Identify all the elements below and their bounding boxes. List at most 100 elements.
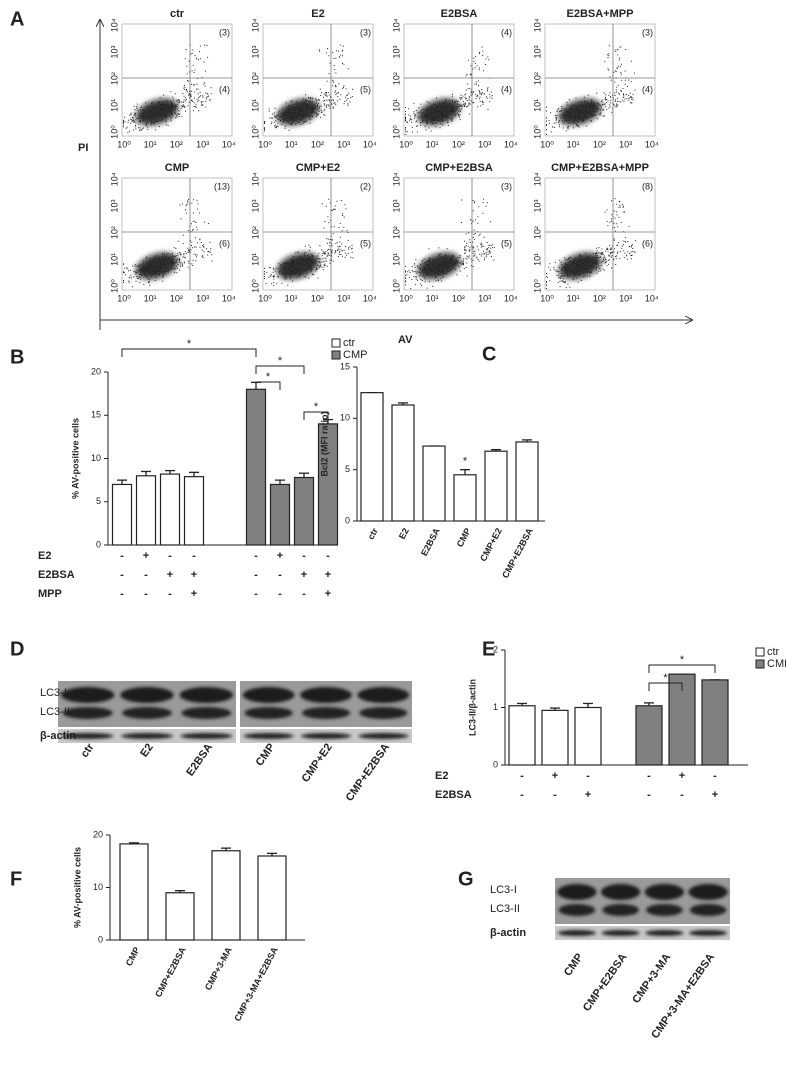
bar xyxy=(635,705,663,766)
band xyxy=(688,884,728,900)
y-tick-label: 10¹ xyxy=(109,99,119,112)
significance-bracket xyxy=(648,682,683,691)
legend-label: CMP xyxy=(767,658,786,670)
x-tick-label: 10¹ xyxy=(426,139,439,149)
x-tick-label: 10⁰ xyxy=(399,293,413,303)
y-tick-label: 15 xyxy=(340,361,350,371)
x-tick-label: 10² xyxy=(593,139,606,149)
treatment-mark: - xyxy=(680,789,684,801)
bar xyxy=(701,679,729,766)
y-tick-label: 10 xyxy=(93,882,103,892)
y-tick-label: 10³ xyxy=(532,199,542,212)
y-tick-label: 10¹ xyxy=(391,99,401,112)
panel-letter: A xyxy=(10,8,24,30)
band xyxy=(645,930,684,936)
band xyxy=(243,733,294,739)
treatment-mark: - xyxy=(254,569,258,581)
bar xyxy=(422,445,446,522)
x-tick-label: 10³ xyxy=(478,139,491,149)
treatment-mark: - xyxy=(302,550,306,562)
x-tick-label: E2BSA xyxy=(419,526,442,558)
x-tick-label: 10³ xyxy=(337,139,350,149)
band xyxy=(300,733,352,739)
y-axis-label: Bcl2 (MFI ratio) xyxy=(319,411,329,476)
quadrant-value: (3) xyxy=(642,27,653,37)
quadrant-value: (2) xyxy=(360,181,371,191)
x-tick-label: CMP+3-MA+E2BSA xyxy=(232,945,280,1023)
y-tick-label: 10² xyxy=(532,72,542,85)
y-tick-label: 10¹ xyxy=(391,253,401,266)
bar xyxy=(574,706,602,766)
band xyxy=(179,687,234,703)
x-tick-label: 10³ xyxy=(619,293,632,303)
bar xyxy=(508,705,536,766)
y-tick-label: 10⁴ xyxy=(109,172,119,186)
band xyxy=(646,904,683,916)
y-tick-label: 10² xyxy=(109,72,119,85)
treatment-mark: - xyxy=(553,789,557,801)
x-tick-label: 10⁰ xyxy=(258,293,272,303)
bar xyxy=(484,450,508,522)
y-tick-label: 10¹ xyxy=(532,99,542,112)
band xyxy=(557,884,597,900)
band xyxy=(62,707,113,719)
legend-swatch xyxy=(331,338,341,348)
x-tick-label: 10⁰ xyxy=(540,293,554,303)
y-tick-label: 10³ xyxy=(250,45,260,58)
x-tick-label: 10¹ xyxy=(567,293,580,303)
x-tick-label: 10² xyxy=(593,293,606,303)
panel-letter: D xyxy=(10,638,24,660)
x-tick-label: CMP xyxy=(455,526,473,548)
bar xyxy=(668,673,696,766)
y-tick-label: 0 xyxy=(98,934,103,944)
treatment-label: E2BSA xyxy=(38,569,75,581)
panel-letter: G xyxy=(458,868,474,890)
significance-star: * xyxy=(314,401,319,413)
y-tick-label: 10¹ xyxy=(109,253,119,266)
cell-dots xyxy=(264,44,354,132)
bar xyxy=(541,709,569,766)
legend-swatch xyxy=(755,647,765,657)
significance-star: * xyxy=(266,371,271,383)
lane-label: ctr xyxy=(79,741,97,760)
bar xyxy=(269,483,291,546)
bar xyxy=(391,404,415,522)
y-tick-label: 0 xyxy=(96,539,101,549)
legend-swatch xyxy=(755,659,765,669)
treatment-label: E2BSA xyxy=(435,789,472,801)
x-tick-label: 10¹ xyxy=(426,293,439,303)
lane-label: CMP+E2BSA xyxy=(344,741,393,803)
x-tick-label: 10³ xyxy=(196,293,209,303)
plot-title: CMP+E2BSA xyxy=(425,162,493,174)
band xyxy=(558,904,596,916)
quadrant-value: (5) xyxy=(501,238,512,248)
treatment-mark: - xyxy=(647,789,651,801)
y-axis-label: % AV-positive cells xyxy=(70,418,80,499)
quadrant-value: (5) xyxy=(360,84,371,94)
treatment-mark: - xyxy=(520,770,524,782)
band xyxy=(357,687,410,703)
y-tick-label: 10³ xyxy=(250,199,260,212)
band xyxy=(181,707,232,719)
y-tick-label: 10⁰ xyxy=(250,279,260,293)
x-tick-label: 10⁰ xyxy=(540,139,554,149)
treatment-mark: - xyxy=(192,550,196,562)
lane-label: E2 xyxy=(138,742,156,760)
x-tick-label: 10⁴ xyxy=(363,293,377,303)
lane-label: CMP xyxy=(254,742,278,769)
x-tick-label: ctr xyxy=(366,526,380,541)
y-tick-label: 0 xyxy=(493,759,498,769)
significance-star: * xyxy=(187,338,192,350)
y-tick-label: 2 xyxy=(493,644,498,654)
y-tick-label: 10⁰ xyxy=(532,125,542,139)
y-tick-label: 10 xyxy=(340,413,350,423)
row-label: β-actin xyxy=(40,730,76,742)
x-tick-label: CMP+E2BSA xyxy=(500,526,535,580)
plot-title: CMP+E2BSA+MPP xyxy=(551,162,649,174)
significance-bracket xyxy=(121,348,257,357)
treatment-mark: - xyxy=(713,770,717,782)
x-tick-label: 10⁰ xyxy=(258,139,272,149)
treatment-mark: - xyxy=(120,569,124,581)
bar xyxy=(165,892,195,941)
